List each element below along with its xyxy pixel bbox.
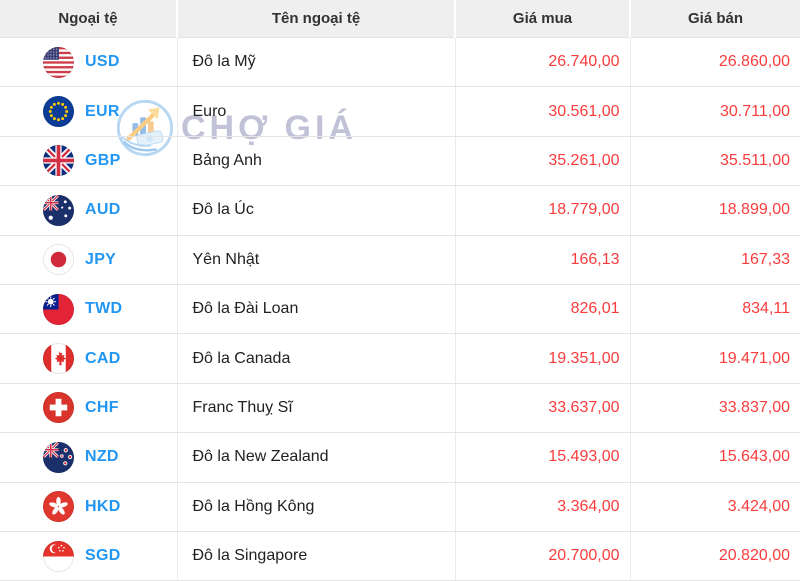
col-header-buy-price: Giá mua: [454, 0, 630, 38]
table-row: TWD Đô la Đài Loan 826,01 834,11: [0, 284, 800, 335]
currency-cell: CHF: [0, 383, 177, 434]
currency-code-link[interactable]: USD: [85, 53, 120, 71]
table-row: EUR Euro 30.561,00 30.711,00: [0, 86, 800, 137]
jp-flag-icon: [43, 244, 74, 276]
table-row: USD Đô la Mỹ 26.740,00 26.860,00: [0, 37, 800, 88]
nz-flag-icon: [43, 441, 74, 473]
currency-code-link[interactable]: EUR: [85, 102, 120, 120]
currency-cell: HKD: [0, 482, 177, 532]
currency-code-group: TWD: [0, 293, 177, 325]
currency-code-link[interactable]: JPY: [85, 250, 117, 268]
currency-code-group: USD: [0, 46, 177, 78]
ch-flag-icon: [43, 392, 74, 424]
buy-price-cell: 15.493,00: [454, 432, 630, 483]
currency-name-cell: Đô la Singapore: [176, 531, 455, 581]
currency-code-group: CAD: [0, 343, 177, 375]
table-row: SGD Đô la Singapore 20.700,00 20.820,00: [0, 531, 800, 581]
currency-code-group: JPY: [0, 244, 177, 276]
currency-code-group: GBP: [0, 145, 177, 177]
sg-flag-icon: [43, 540, 74, 572]
currency-code-group: HKD: [0, 491, 177, 523]
currency-code-group: AUD: [0, 194, 177, 226]
sell-price-cell: 834,11: [629, 284, 800, 335]
currency-code-link[interactable]: HKD: [85, 497, 121, 515]
currency-code-group: SGD: [0, 540, 177, 572]
col-header-currency: Ngoại tệ: [0, 0, 177, 38]
buy-price-cell: 35.261,00: [454, 136, 630, 187]
table-row: JPY Yên Nhật 166,13 167,33: [0, 235, 800, 285]
sell-price-cell: 167,33: [629, 235, 800, 285]
currency-code-link[interactable]: CHF: [85, 398, 119, 416]
currency-name-cell: Đô la Canada: [176, 333, 455, 384]
currency-name-cell: Đô la Mỹ: [176, 37, 455, 88]
currency-cell: NZD: [0, 432, 177, 483]
table-row: AUD Đô la Úc 18.779,00 18.899,00: [0, 185, 800, 236]
buy-price-cell: 20.700,00: [454, 531, 630, 581]
table-row: NZD Đô la New Zealand 15.493,00 15.643,00: [0, 432, 800, 483]
currency-code-group: NZD: [0, 441, 177, 473]
currency-name-cell: Đô la Úc: [176, 185, 455, 236]
col-header-sell-price: Giá bán: [629, 0, 800, 38]
buy-price-cell: 30.561,00: [454, 86, 630, 137]
table-row: CAD Đô la Canada 19.351,00 19.471,00: [0, 333, 800, 384]
sell-price-cell: 3.424,00: [629, 482, 800, 532]
currency-code-group: EUR: [0, 96, 177, 128]
currency-cell: GBP: [0, 136, 177, 187]
buy-price-cell: 826,01: [454, 284, 630, 335]
currency-name-cell: Đô la Đài Loan: [176, 284, 455, 335]
currency-name-cell: Đô la New Zealand: [176, 432, 455, 483]
currency-name-cell: Franc Thuỵ Sĩ: [176, 383, 455, 434]
buy-price-cell: 166,13: [454, 235, 630, 285]
hk-flag-icon: [43, 491, 74, 523]
table-row: CHF Franc Thuỵ Sĩ 33.637,00 33.837,00: [0, 383, 800, 434]
sell-price-cell: 33.837,00: [629, 383, 800, 434]
sell-price-cell: 18.899,00: [629, 185, 800, 236]
currency-name-cell: Euro: [176, 86, 455, 137]
tw-flag-icon: [43, 293, 74, 325]
sell-price-cell: 30.711,00: [629, 86, 800, 137]
ca-flag-icon: [43, 343, 74, 375]
currency-cell: JPY: [0, 235, 177, 285]
currency-code-link[interactable]: CAD: [85, 349, 121, 367]
currency-code-link[interactable]: NZD: [85, 448, 119, 466]
eu-flag-icon: [43, 96, 74, 128]
buy-price-cell: 19.351,00: [454, 333, 630, 384]
currency-cell: EUR: [0, 86, 177, 137]
currency-name-cell: Bảng Anh: [176, 136, 455, 187]
table-header-row: Ngoại tệ Tên ngoại tệ Giá mua Giá bán: [0, 0, 800, 38]
sell-price-cell: 35.511,00: [629, 136, 800, 187]
table-row: HKD Đô la Hồng Kông 3.364,00 3.424,00: [0, 482, 800, 532]
sell-price-cell: 20.820,00: [629, 531, 800, 581]
currency-cell: TWD: [0, 284, 177, 335]
au-flag-icon: [43, 194, 74, 226]
currency-code-group: CHF: [0, 392, 177, 424]
currency-code-link[interactable]: GBP: [85, 151, 121, 169]
currency-code-link[interactable]: SGD: [85, 547, 121, 565]
sell-price-cell: 26.860,00: [629, 37, 800, 88]
currency-cell: CAD: [0, 333, 177, 384]
buy-price-cell: 26.740,00: [454, 37, 630, 88]
currency-name-cell: Yên Nhật: [176, 235, 455, 285]
currency-cell: USD: [0, 37, 177, 88]
buy-price-cell: 33.637,00: [454, 383, 630, 434]
buy-price-cell: 3.364,00: [454, 482, 630, 532]
currency-code-link[interactable]: TWD: [85, 300, 123, 318]
sell-price-cell: 15.643,00: [629, 432, 800, 483]
currency-cell: SGD: [0, 531, 177, 581]
currency-cell: AUD: [0, 185, 177, 236]
currency-code-link[interactable]: AUD: [85, 201, 121, 219]
us-flag-icon: [43, 46, 74, 78]
gb-flag-icon: [43, 145, 74, 177]
table-row: GBP Bảng Anh 35.261,00 35.511,00: [0, 136, 800, 187]
sell-price-cell: 19.471,00: [629, 333, 800, 384]
col-header-currency-name: Tên ngoại tệ: [176, 0, 455, 38]
buy-price-cell: 18.779,00: [454, 185, 630, 236]
currency-name-cell: Đô la Hồng Kông: [176, 482, 455, 532]
